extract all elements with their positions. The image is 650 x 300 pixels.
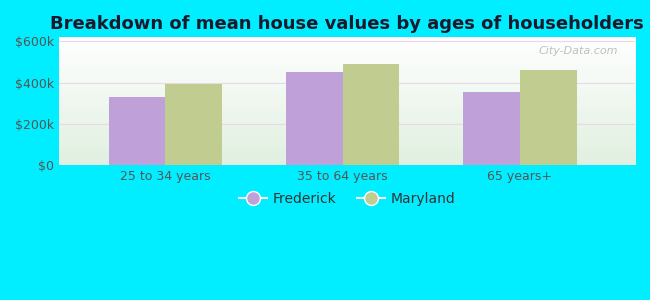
Bar bbox=[463, 92, 520, 165]
Title: Breakdown of mean house values by ages of householders: Breakdown of mean house values by ages o… bbox=[50, 15, 644, 33]
Bar bbox=[520, 70, 577, 165]
Bar bbox=[109, 97, 165, 165]
Legend: Frederick, Maryland: Frederick, Maryland bbox=[233, 187, 461, 211]
Bar bbox=[343, 64, 399, 165]
Bar bbox=[286, 72, 343, 165]
Text: City-Data.com: City-Data.com bbox=[538, 46, 617, 56]
Bar bbox=[165, 84, 222, 165]
